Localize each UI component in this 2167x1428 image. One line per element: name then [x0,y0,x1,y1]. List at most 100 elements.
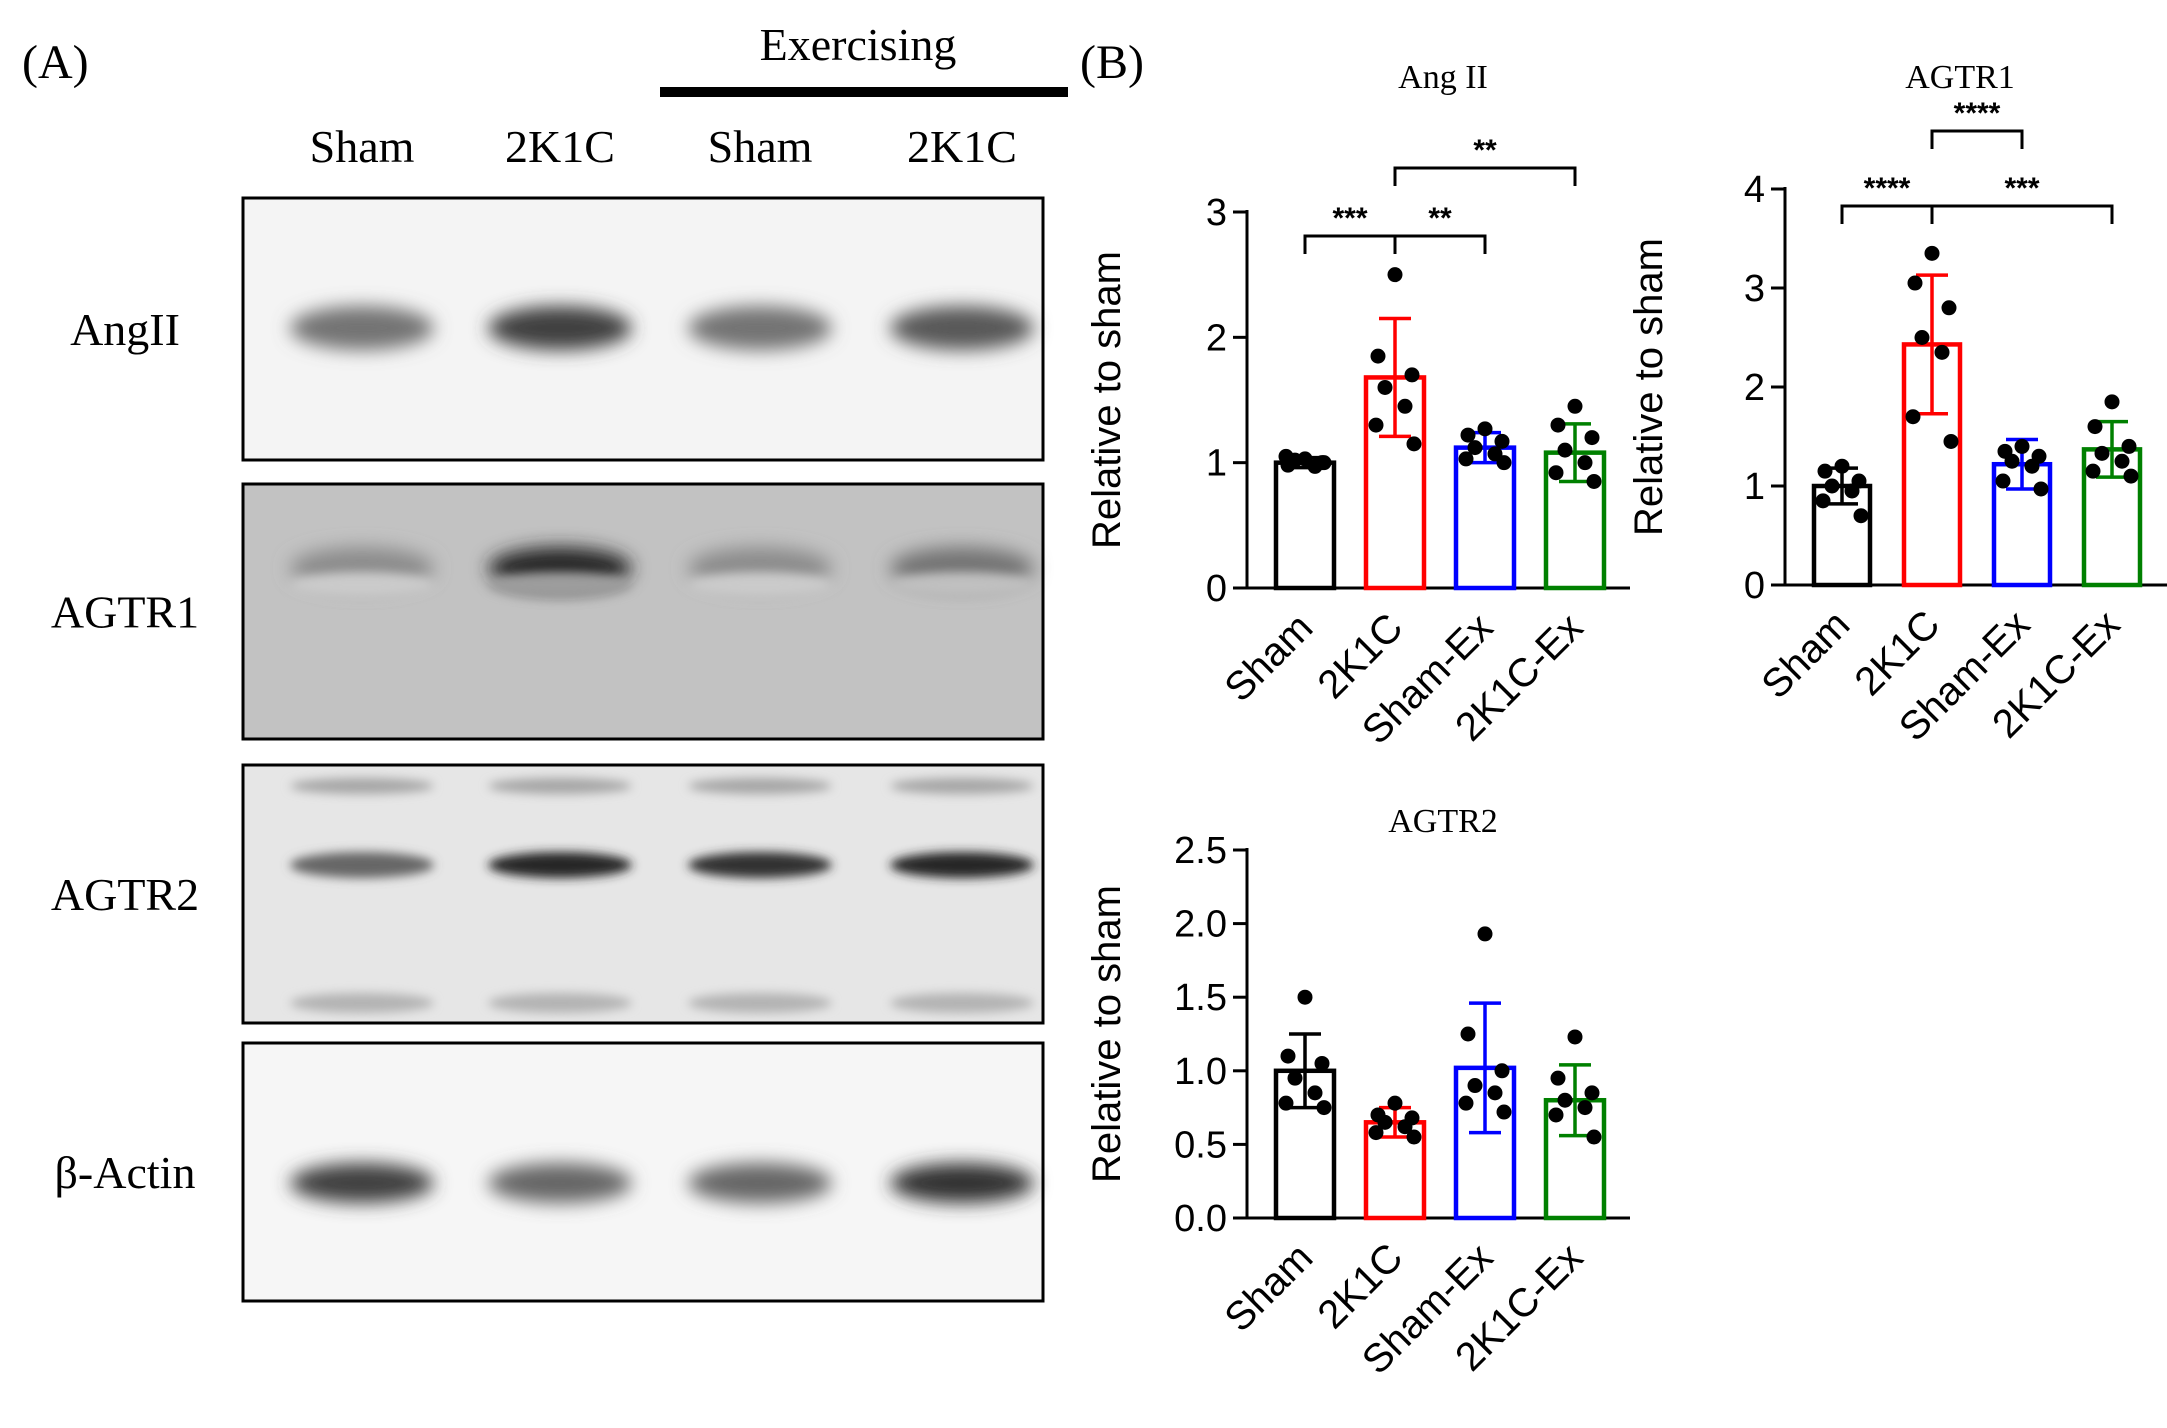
blot-band [290,306,434,350]
blot-band [890,852,1034,878]
western-blots: AngII AGTR1 AGTR2 β-Actin [51,196,1045,1303]
significance-label: ** [1473,134,1497,167]
blot-frame [241,482,1045,741]
data-point [1548,1107,1564,1123]
blot-frame [241,1041,1045,1303]
blot-band [688,993,832,1013]
data-point [1370,348,1386,364]
data-point [1557,442,1573,458]
data-point [1844,483,1860,499]
data-point [1467,440,1483,456]
data-point [2033,481,2049,497]
data-point [1907,275,1923,291]
data-point [2085,463,2101,479]
blot-band [290,778,434,794]
blot-frame [241,196,1045,462]
data-point [1584,1085,1600,1101]
y-axis-label: Relative to sham [1627,238,1671,536]
data-point [1316,455,1332,471]
blot-band [290,572,434,598]
y-tick-label: 4 [1744,169,1765,211]
data-point [2004,453,2020,469]
data-point [1586,473,1602,489]
y-tick-label: 0 [1206,568,1227,610]
data-point [1567,1029,1583,1045]
data-point [1406,436,1422,452]
data-point [1280,1048,1296,1064]
blot-band [688,852,832,878]
data-point [1477,421,1493,437]
significance-bracket [1840,204,1934,224]
y-tick-label: 0 [1744,565,1765,607]
data-point [1460,1026,1476,1042]
data-point [1824,478,1840,494]
data-point [1287,1070,1303,1086]
blot-frame [241,763,1045,1025]
chart-title: AGTR1 [1905,59,2015,96]
data-point [2114,453,2130,469]
data-point [1297,989,1313,1005]
data-point [1815,493,1831,509]
significance-bracket [1930,129,2024,149]
significance-label: *** [1332,202,1367,235]
blot-band [890,572,1034,598]
y-tick-label: 2.0 [1174,904,1227,946]
y-tick-label: 3 [1206,192,1227,234]
y-axis-label: Relative to sham [1085,251,1129,549]
lane-label: 2K1C [907,121,1017,172]
data-point [1397,398,1413,414]
data-point [1458,1095,1474,1111]
data-point [1550,417,1566,433]
data-point [1460,427,1476,443]
blot-band [290,993,434,1013]
blot-panel: AGTR2 [51,763,1045,1025]
blot-band [290,1163,434,1203]
data-point [1934,344,1950,360]
blot-band [688,778,832,794]
exercising-label: Exercising [760,19,957,70]
data-point [1557,1092,1573,1108]
blot-panel: AngII [70,196,1045,462]
data-point [2024,458,2040,474]
y-tick-label: 2 [1206,317,1227,359]
exercising-bar [660,87,1068,97]
data-point [1834,458,1850,474]
data-point [1278,448,1294,464]
data-point [1577,1100,1593,1116]
y-tick-label: 1 [1206,443,1227,485]
chart-title: AGTR2 [1388,803,1498,840]
data-point [1368,417,1384,433]
blot-panel: AGTR1 [51,482,1045,741]
data-point [1905,409,1921,425]
blot-band [890,1163,1034,1203]
data-point [1941,300,1957,316]
bar [1273,460,1337,591]
significance-label: ** [1428,202,1452,235]
data-point [1278,1095,1294,1111]
data-point [2094,445,2110,461]
lane-label: Sham [310,121,415,172]
data-point [1387,267,1403,283]
data-point [1577,455,1593,471]
blot-band [488,852,632,878]
y-tick-label: 2 [1744,367,1765,409]
data-point [1368,1125,1384,1141]
blot-band [890,306,1034,350]
data-point [1924,245,1940,261]
category-label: Sham [1753,602,1858,707]
data-point [1487,1085,1503,1101]
y-tick-label: 1 [1744,466,1765,508]
lane-labels: Sham 2K1C Sham 2K1C [310,121,1017,172]
data-point [1496,1104,1512,1120]
data-point [1406,1129,1422,1145]
panel-b-label: (B) [1080,36,1144,89]
blot-band [688,306,832,350]
data-point [1586,1129,1602,1145]
data-point [1387,1095,1403,1111]
significance-bracket [1393,234,1487,254]
blot-band [488,306,632,350]
data-point [1548,465,1564,481]
y-tick-label: 0.5 [1174,1124,1227,1166]
